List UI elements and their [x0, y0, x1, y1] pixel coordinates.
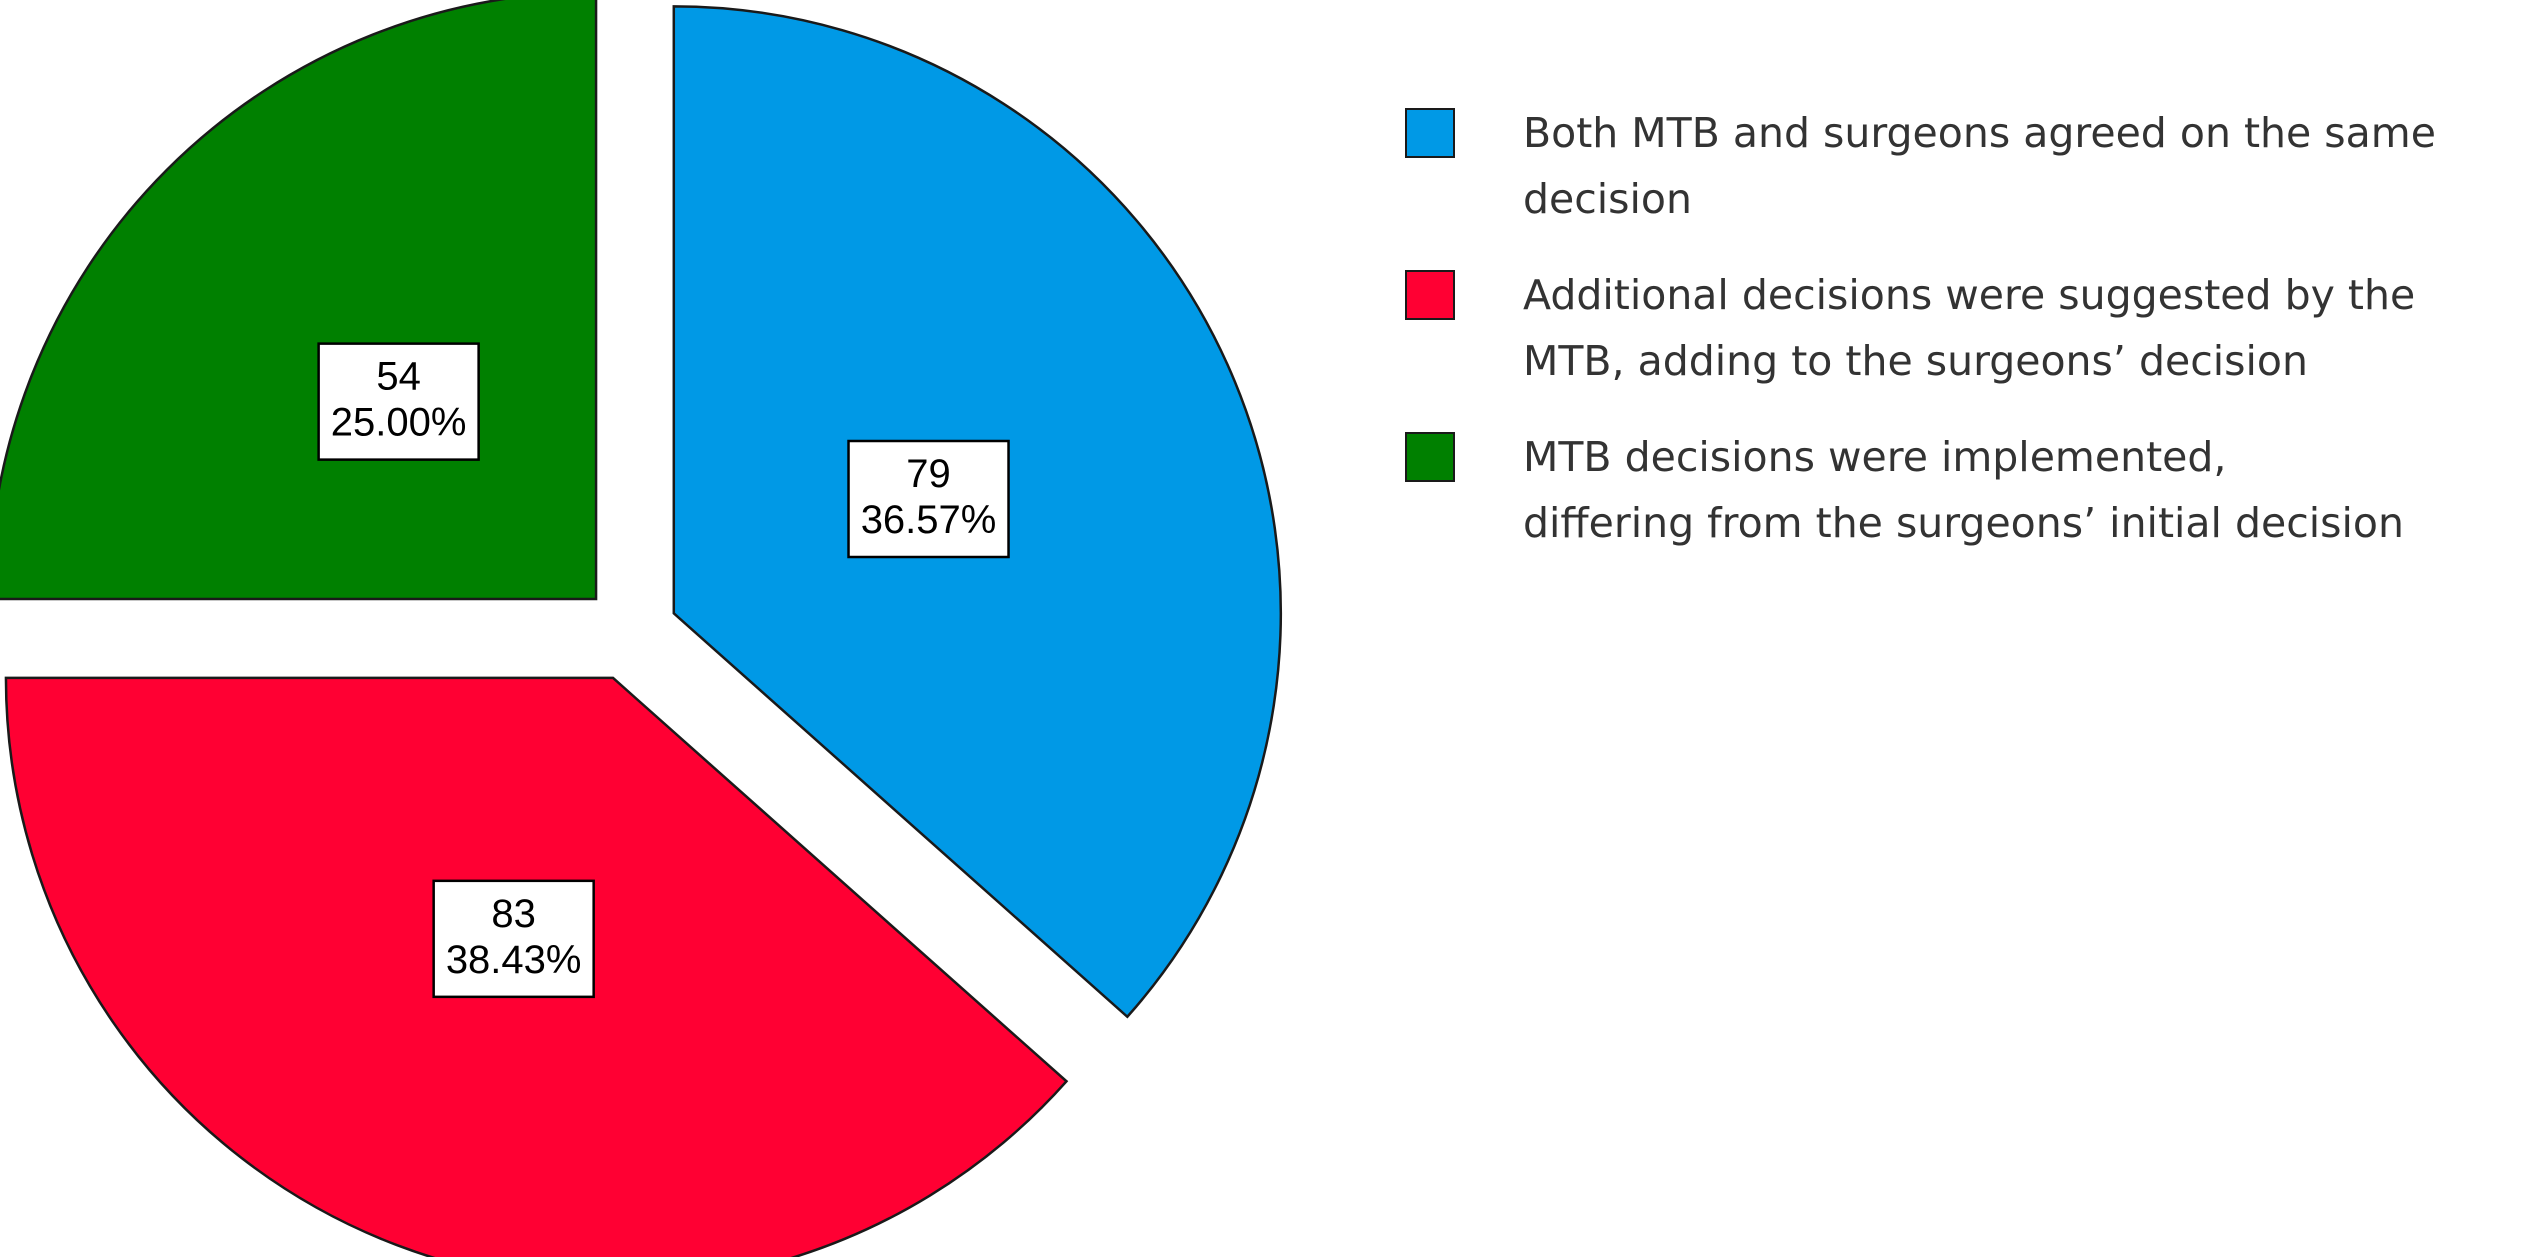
slice-percent-label: 25.00% — [331, 401, 467, 445]
slice-label-box — [432, 879, 595, 999]
slice-count-label: 83 — [491, 892, 536, 936]
legend-swatch-blue — [1405, 108, 1455, 158]
legend: Both MTB and surgeons agreed on the same… — [1405, 100, 2525, 586]
legend-item-implemented: MTB decisions were implemented, differin… — [1405, 424, 2525, 556]
legend-item-agreed: Both MTB and surgeons agreed on the same… — [1405, 100, 2525, 232]
slice-percent-label: 38.43% — [446, 938, 582, 982]
slice-percent-label: 36.57% — [861, 498, 997, 542]
slice-label-box — [847, 439, 1010, 559]
legend-swatch-green — [1405, 432, 1455, 482]
pie-slices — [0, 0, 1282, 1257]
legend-swatch-red — [1405, 270, 1455, 320]
legend-label-agreed: Both MTB and surgeons agreed on the same… — [1523, 109, 2436, 223]
pie-slice-implemented — [0, 0, 598, 601]
slice-count-label: 79 — [906, 452, 951, 496]
legend-item-additional: Additional decisions were suggested by t… — [1405, 262, 2525, 394]
slice-count-label: 54 — [376, 355, 421, 399]
slice-label-box — [317, 342, 480, 461]
legend-label-additional: Additional decisions were suggested by t… — [1523, 271, 2416, 385]
legend-label-implemented: MTB decisions were implemented, differin… — [1523, 433, 2404, 547]
